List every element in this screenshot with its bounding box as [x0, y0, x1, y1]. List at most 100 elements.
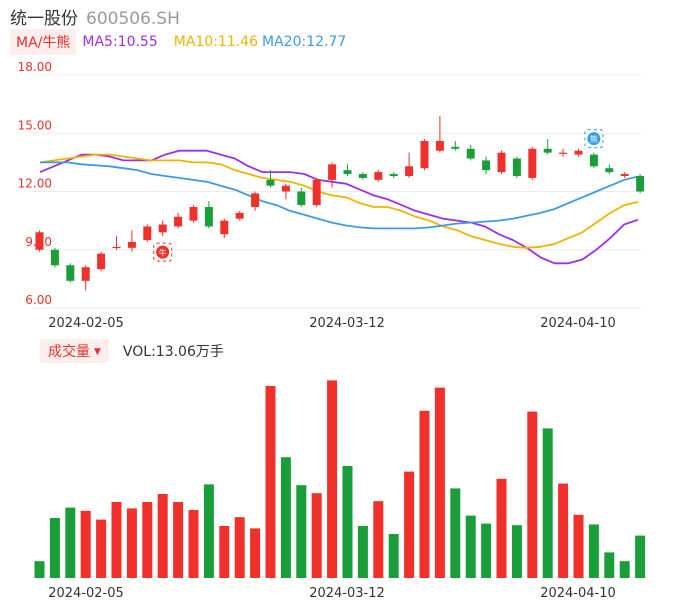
stock-name: 统一股份 — [10, 9, 78, 29]
candle-body — [281, 185, 290, 192]
candle-body — [127, 241, 136, 248]
candle — [312, 177, 321, 208]
signal-frame — [584, 129, 604, 149]
x-tick-label: 2024-02-05 — [48, 316, 124, 331]
candle-body — [235, 212, 244, 219]
candlesticks — [35, 115, 645, 291]
volume-bar — [111, 502, 122, 578]
ma20-readout: MA20:12.77 — [262, 34, 347, 50]
candle — [112, 236, 121, 250]
volume-bar — [588, 524, 599, 578]
candle — [435, 115, 444, 153]
candle — [528, 146, 537, 180]
candle — [374, 170, 383, 182]
candle-body — [466, 148, 475, 159]
ma-indicator-selector[interactable]: MA/牛熊 — [10, 29, 77, 55]
volume-bar — [142, 502, 153, 578]
x-tick-label: 2024-04-10 — [540, 316, 616, 331]
candle-body — [358, 174, 367, 178]
candle — [559, 148, 568, 157]
x-tick-label: 2024-04-10 — [540, 586, 616, 601]
signal-label: 牛 — [159, 248, 167, 258]
candle — [127, 230, 136, 252]
candle-body — [220, 220, 229, 235]
volume-bar — [573, 514, 584, 578]
volume-bar — [96, 519, 107, 578]
candle-body — [543, 148, 552, 153]
volume-bar — [219, 526, 230, 578]
volume-bar — [357, 526, 368, 578]
candle — [620, 172, 629, 178]
candle-body — [343, 170, 352, 175]
candle-body — [251, 193, 260, 208]
y-tick-label: 12.00 — [18, 177, 52, 191]
ma-lines — [39, 149, 639, 265]
volume-bar — [327, 380, 338, 578]
candle — [636, 174, 645, 194]
candle-body — [605, 168, 614, 173]
candle-body — [97, 253, 106, 270]
volume-legend: 成交量 ▼ VOL:13.06万手 — [40, 339, 224, 363]
x-tick-label: 2024-03-12 — [309, 586, 385, 601]
candle-body — [512, 158, 521, 176]
volume-bar — [157, 494, 168, 578]
candle-body — [435, 141, 444, 151]
candle-body — [266, 179, 275, 186]
ma5-readout: MA5:10.55 — [82, 34, 158, 50]
candle — [158, 220, 167, 237]
y-tick-label: 15.00 — [18, 118, 52, 132]
candle — [389, 172, 398, 178]
volume-bar — [496, 478, 507, 578]
volume-bar — [126, 508, 137, 578]
candle — [281, 183, 290, 200]
ma10-line — [39, 153, 639, 249]
ma5-line — [39, 149, 639, 265]
signal-dot — [156, 245, 170, 259]
candle-body — [574, 150, 583, 155]
volume-bar — [342, 466, 353, 578]
volume-bar — [173, 502, 184, 578]
candle — [81, 265, 90, 291]
volume-bar — [311, 493, 322, 578]
candle-body — [297, 191, 306, 206]
candle-body — [112, 246, 121, 249]
candle-body — [620, 174, 629, 176]
y-tick-label: 6.00 — [25, 293, 52, 307]
dropdown-caret-icon: ▼ — [94, 347, 101, 357]
candle-body — [174, 216, 183, 227]
price-grid — [32, 74, 641, 309]
candle — [543, 139, 552, 155]
candle — [220, 218, 229, 239]
candle — [574, 148, 583, 157]
candle — [143, 224, 152, 242]
volume-indicator-selector[interactable]: 成交量 ▼ — [40, 339, 109, 363]
candle — [328, 162, 337, 188]
candle-body — [312, 179, 321, 206]
volume-bar — [404, 471, 415, 578]
volume-bar — [80, 510, 91, 578]
volume-bar — [296, 485, 307, 578]
candle — [420, 139, 429, 171]
volume-bar — [49, 518, 60, 578]
candle-body — [81, 267, 90, 281]
candle — [589, 152, 598, 169]
volume-bar — [65, 507, 76, 578]
volume-bar — [419, 410, 430, 578]
candle — [251, 191, 260, 211]
candle-body — [636, 175, 645, 192]
candle-body — [389, 174, 398, 176]
volume-bars — [34, 380, 646, 578]
volume-bar — [604, 552, 615, 578]
candle-body — [482, 160, 491, 171]
candle-body — [420, 141, 429, 169]
volume-bar — [619, 561, 630, 578]
stock-code: 600506.SH — [86, 9, 180, 29]
x-tick-label: 2024-02-05 — [48, 586, 124, 601]
volume-bar — [511, 525, 522, 578]
volume-bar — [203, 484, 214, 578]
signal-dot — [587, 132, 601, 146]
candle-body — [451, 146, 460, 149]
candle — [235, 210, 244, 221]
